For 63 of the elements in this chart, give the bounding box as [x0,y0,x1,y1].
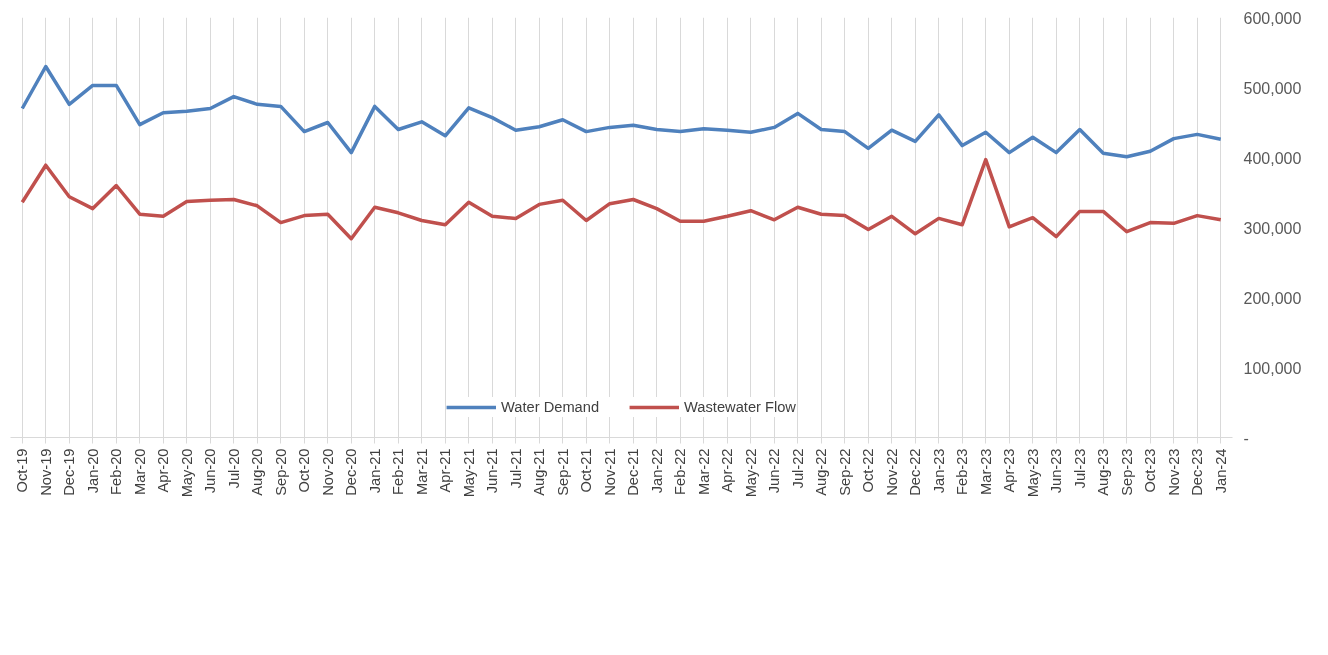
x-tick-label: Jul-21 [507,448,524,489]
line-series [20,64,1223,159]
x-tick-label: Apr-21 [437,448,454,493]
x-tick-label: May-22 [742,448,759,498]
x-tick-label: May-20 [178,448,195,498]
x-tick-label: Feb-22 [672,448,689,495]
x-tick-label: Jun-22 [766,448,783,494]
x-tick-label: Jun-23 [1048,448,1065,494]
x-tick-label: Mar-21 [413,448,430,495]
y-tick-label: 500,000 [1243,79,1302,97]
x-tick-label: Jul-20 [225,448,242,489]
x-tick-label: Dec-23 [1189,448,1206,496]
x-tick-label: Jul-23 [1071,448,1088,489]
x-tick-label: Feb-21 [390,448,407,495]
line-series [20,157,1223,241]
x-tick-label: Oct-20 [296,448,313,493]
y-tick-label: - [1243,429,1249,447]
y-tick-label: 300,000 [1243,219,1302,237]
x-tick-label: Jan-24 [1212,448,1229,494]
x-tick-label: Nov-23 [1165,448,1182,496]
x-tick-label: Oct-22 [860,448,877,493]
x-tick-label: Oct-21 [578,448,595,493]
x-tick-label: Jan-23 [930,448,947,494]
x-tick-label: Apr-23 [1001,448,1018,493]
x-tick-label: Feb-23 [954,448,971,495]
legend-label: Wastewater Flow [684,399,796,415]
x-tick-label: Dec-22 [907,448,924,496]
x-tick-label: Jun-21 [484,448,501,494]
x-tick-label: Sep-20 [272,448,289,496]
x-tick-label: Nov-20 [319,448,336,496]
x-tick-label: Jan-22 [648,448,665,494]
x-tick-label: Aug-23 [1095,448,1112,496]
x-tick-label: Mar-22 [695,448,712,495]
x-tick-label: Oct-19 [14,448,31,493]
y-tick-label: 200,000 [1243,289,1302,307]
x-tick-label: Aug-21 [531,448,548,496]
x-tick-label: Mar-20 [131,448,148,495]
x-tick-label: Apr-22 [719,448,736,493]
y-tick-label: 600,000 [1243,9,1302,27]
x-tick-label: Nov-19 [37,448,54,496]
legend-label: Water Demand [501,399,600,415]
x-tick-label: Jul-22 [789,448,806,489]
x-tick-label: Sep-22 [836,448,853,496]
y-tick-label: 400,000 [1243,149,1302,167]
x-tick-label: Aug-20 [249,448,266,496]
x-tick-label: Jun-20 [202,448,219,494]
x-tick-label: Nov-22 [883,448,900,496]
x-tick-label: Feb-20 [108,448,125,495]
y-tick-label: 100,000 [1243,359,1302,377]
x-tick-label: Oct-23 [1142,448,1159,493]
x-tick-label: Jan-21 [366,448,383,494]
x-tick-label: Mar-23 [977,448,994,495]
x-tick-label: May-21 [460,448,477,498]
x-tick-label: Dec-21 [625,448,642,496]
x-tick-label: Sep-21 [554,448,571,496]
x-tick-label: Aug-22 [813,448,830,496]
x-tick-label: Dec-20 [343,448,360,496]
x-tick-label: Nov-21 [601,448,618,496]
x-tick-label: Jan-20 [84,448,101,494]
x-tick-label: May-23 [1024,448,1041,498]
x-tick-label: Sep-23 [1118,448,1135,496]
x-tick-label: Dec-19 [61,448,78,496]
x-tick-label: Apr-20 [155,448,172,493]
